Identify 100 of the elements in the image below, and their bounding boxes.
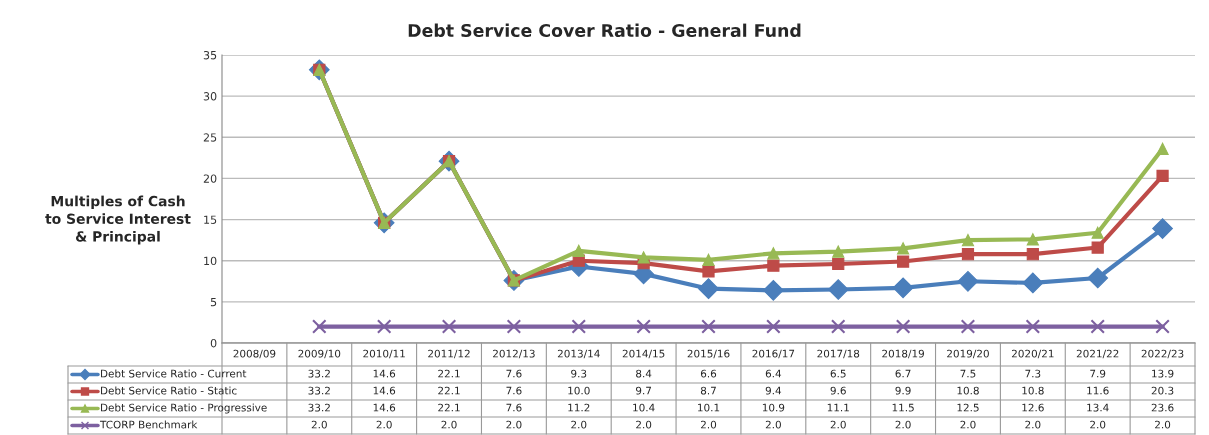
data-label: 9.9 <box>895 386 911 395</box>
y-tick-label: 25 <box>203 133 217 142</box>
point <box>827 279 849 300</box>
point <box>312 319 327 334</box>
x-tick-label: 2016/17 <box>752 349 795 359</box>
data-label: 2.0 <box>441 420 457 429</box>
chart-title: Debt Service Cover Ratio - General Fund <box>408 23 801 38</box>
y-tick-label: 5 <box>210 297 217 307</box>
legend-label: Debt Service Ratio - Current <box>101 369 247 378</box>
point <box>960 319 976 334</box>
x-tick-label: 2022/23 <box>1141 349 1184 359</box>
point <box>1156 169 1169 183</box>
data-label: 33.2 <box>308 386 330 395</box>
data-label: 9.6 <box>830 386 846 395</box>
data-label: 2.0 <box>506 420 522 429</box>
data-label: 10.0 <box>568 386 590 395</box>
x-tick-label: 2010/11 <box>363 349 405 359</box>
data-label: 7.3 <box>1025 369 1041 378</box>
data-label: 7.6 <box>506 403 522 412</box>
data-label: 22.1 <box>438 386 460 395</box>
data-label: 9.4 <box>765 386 782 395</box>
point <box>832 245 845 258</box>
point <box>896 242 910 255</box>
x-tick-label: 2012/13 <box>493 349 535 359</box>
point <box>1090 319 1105 334</box>
data-label: 22.1 <box>438 403 460 412</box>
point <box>896 255 910 268</box>
y-tick-label: 30 <box>203 92 217 101</box>
point <box>1087 267 1109 289</box>
data-label: 23.6 <box>1151 403 1174 412</box>
data-label: 2.0 <box>830 420 846 429</box>
legend-label: Debt Service Ratio - Progressive <box>101 403 267 414</box>
data-label: 12.5 <box>957 403 979 412</box>
x-tick-label: 2018/19 <box>882 349 924 359</box>
data-label: 7.5 <box>960 369 976 378</box>
data-label: 2.0 <box>1090 420 1106 429</box>
x-tick-label: 2021/22 <box>1076 349 1119 359</box>
data-label: 6.6 <box>700 369 717 378</box>
point <box>961 234 975 247</box>
y-tick-label: 35 <box>203 50 217 60</box>
data-label: 6.4 <box>765 369 782 378</box>
point <box>506 319 522 334</box>
data-label: 33.2 <box>308 403 330 412</box>
x-tick-label: 2013/14 <box>557 349 600 359</box>
data-label: 2.0 <box>1155 420 1171 429</box>
point <box>698 278 719 300</box>
data-label: 10.8 <box>1022 386 1044 395</box>
x-tick-label: 2014/15 <box>622 349 665 359</box>
point <box>702 265 715 278</box>
legend-label: Debt Service Ratio - Static <box>101 386 237 395</box>
y-tick-label: 20 <box>203 174 217 183</box>
data-label: 20.3 <box>1151 386 1174 395</box>
x-tick-label: 2011/12 <box>428 349 470 359</box>
point <box>762 279 784 301</box>
point <box>636 319 651 334</box>
data-label: 9.3 <box>571 369 587 378</box>
y-axis-title: Multiples of Cash to Service Interest & Principal <box>45 195 191 245</box>
point <box>895 319 911 334</box>
y-tick-label: 0 <box>210 338 217 348</box>
x-tick-label: 2017/18 <box>817 349 860 359</box>
data-label: 13.9 <box>1152 369 1174 378</box>
data-label: 11.6 <box>1087 386 1109 395</box>
data-label: 10.8 <box>957 386 979 395</box>
point <box>766 319 781 334</box>
data-label: 10.4 <box>633 403 655 412</box>
data-label: 2.0 <box>636 420 652 429</box>
data-label: 11.5 <box>892 403 914 412</box>
data-label: 7.6 <box>506 369 522 378</box>
point <box>767 259 780 272</box>
data-label: 8.7 <box>700 386 716 395</box>
data-label: 13.4 <box>1087 403 1109 412</box>
data-label: 11.2 <box>568 403 590 412</box>
data-label: 14.6 <box>373 386 396 395</box>
point <box>1155 319 1170 334</box>
point <box>957 270 979 292</box>
point <box>1022 272 1044 294</box>
data-label: 2.0 <box>895 420 911 429</box>
point <box>1091 226 1104 239</box>
x-tick-label: 2008/09 <box>233 349 276 359</box>
point <box>441 319 457 334</box>
point <box>892 277 914 299</box>
point <box>961 248 975 261</box>
data-label: 2.0 <box>765 420 781 429</box>
legend-label: TCORP Benchmark <box>99 420 198 429</box>
data-label: 8.4 <box>636 369 652 378</box>
x-tick-label: 2020/21 <box>1011 349 1054 359</box>
data-label: 11.1 <box>827 403 849 412</box>
point <box>832 257 845 271</box>
point <box>1152 218 1173 239</box>
x-tick-label: 2015/16 <box>687 349 730 359</box>
data-label: 12.6 <box>1022 403 1044 412</box>
data-label: 2.0 <box>1025 420 1041 429</box>
y-tick-label: 10 <box>204 256 217 266</box>
data-label: 10.9 <box>762 403 785 412</box>
point <box>572 244 585 257</box>
data-label: 2.0 <box>311 420 327 429</box>
data-label: 2.0 <box>376 420 392 429</box>
data-label: 14.6 <box>373 403 396 412</box>
point <box>1025 319 1041 334</box>
point <box>1026 248 1039 261</box>
